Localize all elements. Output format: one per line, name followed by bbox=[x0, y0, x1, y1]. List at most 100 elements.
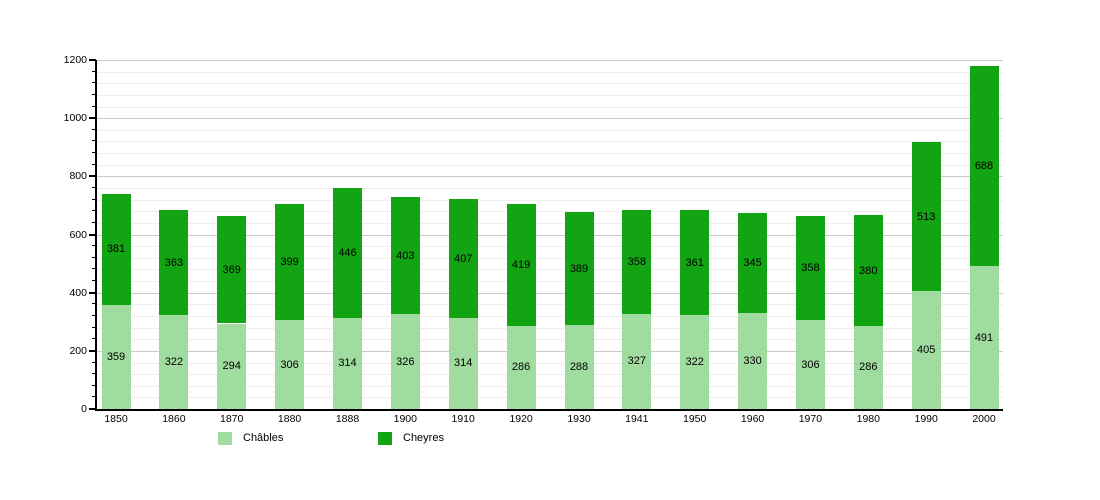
y-tick-minor bbox=[92, 268, 96, 270]
bar-segment-cheyres-1870 bbox=[217, 216, 247, 324]
y-tick-label: 400 bbox=[69, 286, 87, 299]
y-tick-label: 1200 bbox=[63, 54, 87, 66]
bar-segment-cheyres-1900 bbox=[390, 197, 420, 315]
y-tick-minor bbox=[92, 245, 96, 247]
bar-segment-châbles-1870 bbox=[217, 323, 247, 409]
x-tick-label: 1930 bbox=[567, 413, 591, 425]
y-tick-major bbox=[89, 233, 96, 236]
y-gridline-minor bbox=[97, 164, 1003, 166]
y-tick-minor bbox=[92, 210, 96, 212]
y-tick-minor bbox=[92, 128, 96, 130]
x-tick-label: 1880 bbox=[277, 413, 302, 425]
bar-segment-châbles-1920 bbox=[506, 325, 536, 409]
bar-value-label: 403 bbox=[396, 249, 415, 262]
y-axis-line bbox=[95, 60, 97, 411]
y-tick-minor bbox=[92, 338, 96, 340]
y-tick-major bbox=[89, 349, 96, 352]
x-tick-label: 1920 bbox=[509, 413, 533, 425]
bar-value-label: 359 bbox=[106, 350, 126, 363]
y-tick-minor bbox=[92, 93, 96, 95]
bar-segment-châbles-1910 bbox=[448, 317, 478, 409]
y-gridline-minor bbox=[97, 141, 1003, 143]
x-axis-line bbox=[95, 409, 1003, 411]
bar-value-label: 288 bbox=[569, 361, 589, 374]
bar-value-label: 345 bbox=[743, 256, 762, 269]
x-tick-label: 1910 bbox=[451, 413, 475, 425]
legend-item-cheyres: Cheyres bbox=[378, 432, 444, 445]
y-gridline-minor bbox=[97, 106, 1003, 108]
legend-label: Châbles bbox=[243, 432, 284, 444]
legend-swatch-châbles bbox=[218, 432, 232, 445]
bar-segment-cheyres-1880 bbox=[275, 204, 305, 320]
x-tick-label: 1980 bbox=[856, 413, 880, 425]
y-gridline-minor bbox=[97, 211, 1003, 213]
bar-value-label: 381 bbox=[106, 243, 126, 256]
bar-value-label: 419 bbox=[511, 258, 531, 271]
bar-value-label: 407 bbox=[454, 252, 473, 265]
legend-item-châbles: Châbles bbox=[218, 432, 283, 445]
y-tick-label: 600 bbox=[69, 228, 87, 241]
y-tick-major bbox=[89, 175, 96, 178]
bar-value-label: 330 bbox=[743, 355, 762, 367]
y-tick-label: 0 bbox=[81, 403, 87, 415]
bar-value-label: 314 bbox=[338, 357, 357, 370]
y-tick-minor bbox=[92, 396, 96, 398]
bar-segment-châbles-1960 bbox=[738, 313, 768, 409]
bar-value-label: 363 bbox=[164, 256, 184, 269]
y-gridline-minor bbox=[97, 246, 1003, 248]
bar-segment-cheyres-1950 bbox=[680, 210, 710, 316]
x-tick-label: 1888 bbox=[335, 413, 360, 425]
y-tick-minor bbox=[92, 70, 96, 72]
bar-segment-cheyres-1980 bbox=[853, 215, 883, 326]
y-gridline-minor bbox=[97, 199, 1003, 201]
y-tick-minor bbox=[92, 361, 96, 363]
bar-value-label: 446 bbox=[338, 246, 357, 259]
y-tick-minor bbox=[92, 326, 96, 328]
bar-value-label: 399 bbox=[280, 256, 299, 268]
y-gridline-minor bbox=[97, 257, 1003, 259]
y-tick-minor bbox=[92, 314, 96, 316]
bar-segment-cheyres-1990 bbox=[911, 142, 941, 292]
x-tick-label: 2000 bbox=[972, 413, 996, 425]
x-tick-label: 1960 bbox=[740, 413, 765, 425]
y-tick-minor bbox=[92, 221, 96, 223]
y-gridline-minor bbox=[97, 83, 1003, 85]
y-tick-major bbox=[89, 59, 96, 61]
bar-segment-cheyres-1850 bbox=[101, 193, 131, 305]
bar-segment-cheyres-1941 bbox=[622, 209, 652, 314]
bar-value-label: 380 bbox=[859, 264, 878, 277]
x-tick-label: 1970 bbox=[798, 413, 823, 425]
bar-value-label: 491 bbox=[974, 331, 994, 344]
y-tick-minor bbox=[92, 303, 96, 305]
bar-value-label: 306 bbox=[280, 358, 299, 371]
y-tick-minor bbox=[92, 198, 96, 200]
bar-segment-châbles-1990 bbox=[911, 291, 941, 409]
y-gridline-minor bbox=[97, 188, 1003, 189]
x-tick-label: 1941 bbox=[625, 413, 649, 425]
x-tick-label: 1950 bbox=[683, 413, 707, 425]
y-tick-minor bbox=[92, 280, 96, 281]
bar-value-label: 369 bbox=[222, 263, 241, 276]
bar-segment-châbles-2000 bbox=[969, 266, 999, 409]
bar-value-label: 306 bbox=[801, 358, 820, 371]
bar-segment-châbles-1880 bbox=[275, 320, 305, 409]
x-tick-label: 1870 bbox=[220, 413, 244, 425]
y-gridline-major bbox=[97, 60, 1003, 61]
y-tick-label: 800 bbox=[69, 170, 87, 183]
bar-segment-châbles-1860 bbox=[159, 315, 189, 409]
y-gridline-major bbox=[97, 350, 1003, 352]
y-tick-minor bbox=[92, 82, 96, 84]
y-tick-major bbox=[89, 117, 96, 120]
bar-value-label: 327 bbox=[627, 355, 646, 368]
bar-segment-cheyres-1960 bbox=[738, 212, 768, 313]
y-gridline-major bbox=[97, 292, 1003, 294]
bar-segment-cheyres-1970 bbox=[795, 215, 825, 320]
x-tick-label: 1860 bbox=[162, 413, 186, 425]
bar-segment-châbles-1888 bbox=[333, 317, 362, 409]
y-tick-minor bbox=[92, 384, 96, 386]
y-gridline-minor bbox=[97, 222, 1003, 224]
bar-value-label: 314 bbox=[454, 357, 473, 370]
bar-segment-cheyres-1888 bbox=[333, 188, 362, 318]
y-tick-label: 1000 bbox=[63, 112, 87, 125]
